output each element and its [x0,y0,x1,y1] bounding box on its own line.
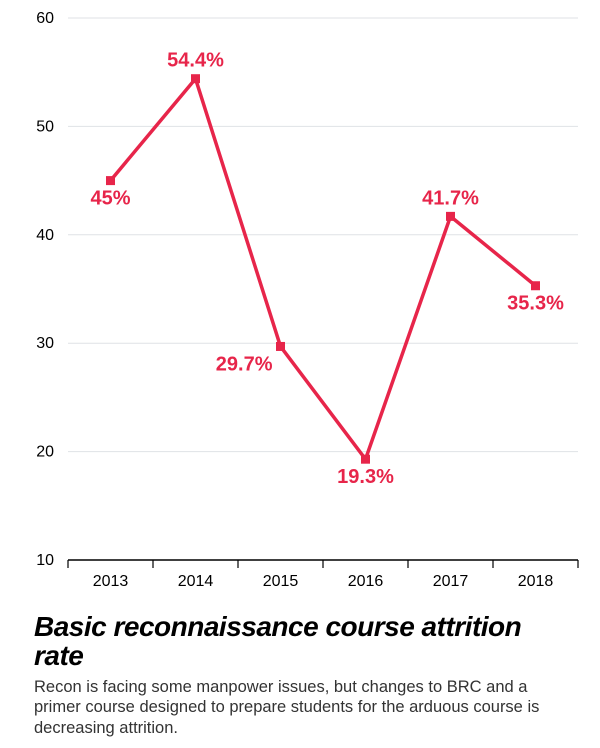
caption-block: Basic reconnaissance course attrition ra… [34,612,566,739]
y-tick-label: 40 [36,227,54,244]
attrition-line-chart: 10 20 30 40 50 60 2013 2014 2015 2016 2017 2018 45% 5… [0,0,600,608]
x-tick-label: 2013 [93,573,129,590]
x-tick-label: 2018 [518,573,554,590]
data-label: 54.4% [167,50,224,72]
data-marker [191,74,200,83]
data-label: 41.7% [422,187,479,209]
chart-description: Recon is facing some manpower issues, bu… [34,677,566,739]
series-line [111,79,536,459]
data-marker [446,212,455,221]
data-label: 35.3% [507,293,564,315]
data-marker [106,176,115,185]
chart-card: 10 20 30 40 50 60 2013 2014 2015 2016 2017 2018 45% 5… [0,0,600,748]
x-tick-label: 2015 [263,573,299,590]
y-tick-label: 20 [36,444,54,461]
data-marker [361,455,370,464]
data-marker [276,342,285,351]
y-tick-label: 50 [36,118,54,135]
x-tick-label: 2017 [433,573,469,590]
y-tick-label: 10 [36,552,54,569]
data-label: 45% [90,188,130,210]
data-marker [531,281,540,290]
data-label: 19.3% [337,466,394,488]
chart-title: Basic reconnaissance course attrition ra… [34,612,566,671]
x-tick-label: 2014 [178,573,214,590]
y-tick-label: 30 [36,335,54,352]
x-tick-label: 2016 [348,573,384,590]
y-tick-label: 60 [36,10,54,27]
data-label: 29.7% [216,353,273,375]
